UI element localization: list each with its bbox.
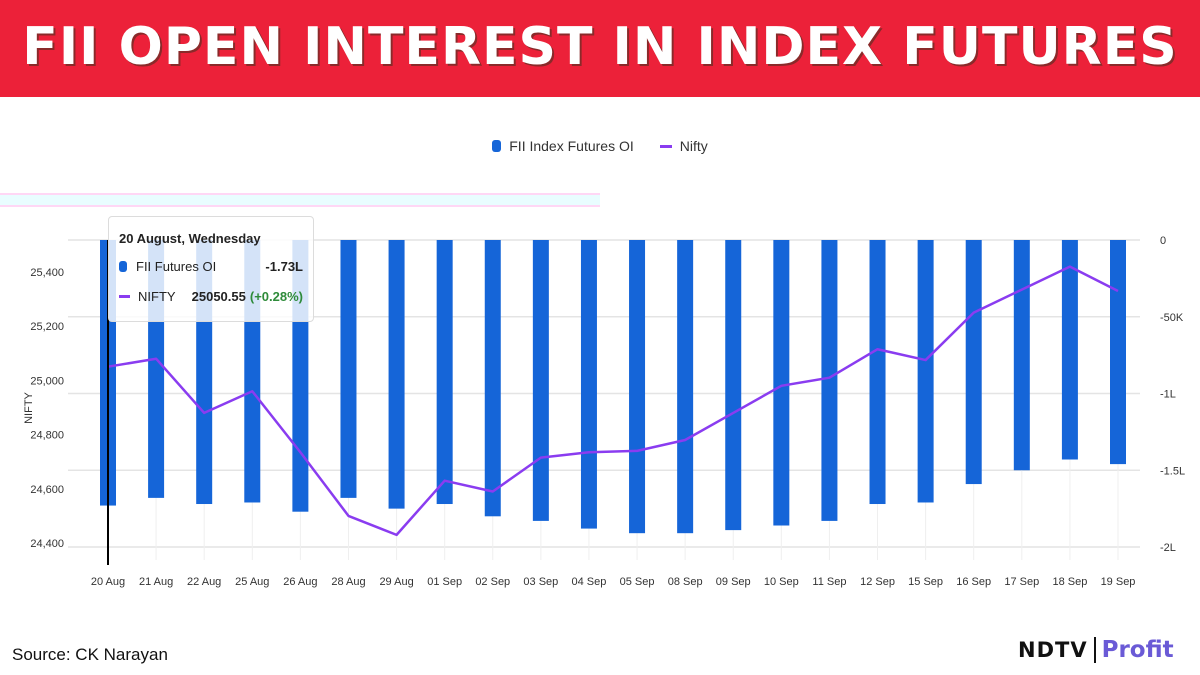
x-axis-tick: 12 Sep (860, 576, 895, 588)
left-axis-tick: 24,800 (30, 430, 64, 442)
oi-bar[interactable] (580, 240, 597, 529)
oi-bar[interactable] (869, 240, 886, 505)
left-axis-title: NIFTY (23, 391, 35, 423)
x-axis-tick: 15 Sep (908, 576, 943, 588)
nifty-line[interactable] (107, 265, 1119, 537)
left-axis-tick: 25,400 (30, 267, 64, 279)
x-axis-tick: 28 Aug (331, 576, 365, 588)
oi-bar[interactable] (1061, 240, 1078, 460)
oi-bar[interactable] (532, 240, 549, 521)
oi-bar[interactable] (629, 240, 646, 534)
tooltip-value: 25050.55 (191, 288, 246, 304)
oi-bar[interactable] (677, 240, 694, 534)
legend-label: Nifty (679, 138, 708, 154)
oi-bar[interactable] (1013, 240, 1030, 471)
left-axis-tick: 24,600 (30, 484, 64, 496)
tooltip-label: NIFTY (138, 288, 176, 304)
oi-bar[interactable] (965, 240, 982, 485)
legend-label: FII Index Futures OI (509, 138, 634, 154)
line-swatch-icon (119, 294, 130, 298)
x-axis-tick: 04 Sep (572, 576, 607, 588)
x-axis-tick: 03 Sep (523, 576, 558, 588)
tooltip-row-nifty: NIFTY 25050.55 (+0.28%) (119, 288, 303, 304)
artifact-stripe (0, 193, 600, 207)
right-axis-tick: -50K (1160, 312, 1184, 324)
chart-legend: FII Index Futures OI Nifty (0, 136, 1200, 156)
tooltip-value: -1.73L (265, 258, 303, 274)
oi-bar[interactable] (725, 240, 742, 531)
x-axis-tick: 09 Sep (716, 576, 751, 588)
tooltip-change: (+0.28%) (249, 288, 303, 304)
bar-swatch-icon (492, 140, 502, 152)
brand-divider (1093, 637, 1096, 663)
x-axis-tick: 29 Aug (379, 576, 413, 588)
right-axis-tick: 0 (1160, 235, 1166, 247)
oi-bar[interactable] (388, 240, 405, 509)
x-axis-tick: 05 Sep (620, 576, 655, 588)
tooltip-row-oi: FII Futures OI -1.73L (119, 258, 303, 274)
brand-ndtv: NDTV (1018, 638, 1088, 662)
x-axis-tick: 25 Aug (235, 576, 269, 588)
x-axis-tick: 20 Aug (91, 576, 125, 588)
x-axis-tick: 22 Aug (187, 576, 221, 588)
x-axis-tick: 11 Sep (812, 576, 846, 588)
tooltip-title: 20 August, Wednesday (119, 231, 261, 246)
chart-tooltip: 20 August, Wednesday FII Futures OI -1.7… (108, 216, 314, 322)
bar-swatch-icon (119, 260, 127, 272)
x-axis-tick: 17 Sep (1004, 576, 1039, 588)
x-axis-tick: 19 Sep (1101, 576, 1136, 588)
oi-bar[interactable] (1110, 240, 1126, 465)
x-axis-tick: 02 Sep (475, 576, 510, 588)
x-axis-tick: 10 Sep (764, 576, 799, 588)
oi-bar[interactable] (484, 240, 501, 517)
left-axis-tick: 24,400 (30, 538, 64, 550)
right-axis-tick: -1.5L (1160, 465, 1185, 477)
brand-logo: NDTV Profit (1018, 633, 1174, 667)
x-axis-tick: 01 Sep (427, 576, 462, 588)
x-axis-tick: 16 Sep (956, 576, 991, 588)
oi-bar[interactable] (773, 240, 790, 526)
brand-profit: Profit (1101, 637, 1174, 663)
source-credit: Source: CK Narayan (12, 645, 168, 664)
x-axis-tick: 21 Aug (139, 576, 173, 588)
oi-bar[interactable] (340, 240, 357, 498)
legend-item-oi[interactable]: FII Index Futures OI (492, 136, 634, 156)
right-axis-tick: -2L (1160, 542, 1176, 554)
oi-bar[interactable] (917, 240, 934, 503)
title-banner: FII OPEN INTEREST IN INDEX FUTURES (0, 0, 1200, 97)
oi-bar[interactable] (821, 240, 838, 521)
left-axis-tick: 25,000 (30, 375, 64, 387)
x-axis-tick: 18 Sep (1052, 576, 1087, 588)
oi-bar[interactable] (436, 240, 453, 505)
line-swatch-icon (659, 144, 672, 148)
x-axis-tick: 26 Aug (283, 576, 317, 588)
right-axis-tick: -1L (1160, 389, 1176, 401)
legend-item-nifty[interactable]: Nifty (659, 136, 708, 156)
tooltip-label: FII Futures OI (136, 258, 217, 274)
x-axis-tick: 08 Sep (668, 576, 703, 588)
left-axis-tick: 25,200 (30, 321, 64, 333)
page-title: FII OPEN INTEREST IN INDEX FUTURES (22, 17, 1178, 77)
